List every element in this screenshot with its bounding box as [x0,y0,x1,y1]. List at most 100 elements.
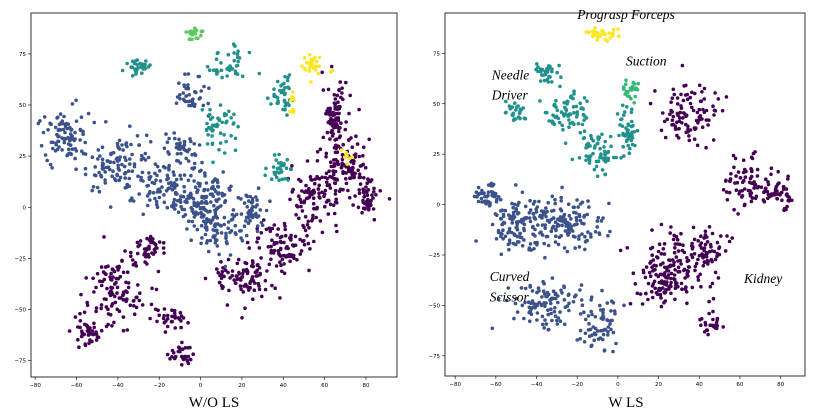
scatter-point [98,154,102,158]
scatter-point [499,217,504,221]
scatter-point [129,65,134,70]
scatter-point [625,94,630,98]
scatter-point [186,321,190,325]
scatter-point [520,221,525,225]
scatter-point [606,158,610,162]
scatter-point [199,215,204,219]
scatter-point [595,174,600,178]
scatter-point [592,167,597,172]
scatter-point [699,234,703,238]
scatter-point [597,232,602,237]
scatter-point [218,280,222,285]
scatter-point [586,230,590,234]
scatter-point [160,185,164,189]
scatter-point [273,172,277,177]
scatter-point [546,308,550,313]
scatter-point [307,69,312,73]
scatter-point [178,173,182,178]
scatter-point [387,197,392,201]
scatter-point [122,171,127,176]
scatter-point [140,62,145,66]
scatter-point [212,203,216,208]
scatter-point [308,247,312,251]
scatter-point [121,297,126,302]
scatter-point [309,80,313,84]
scatter-point [584,158,588,163]
scatter-point [580,232,584,236]
scatter-point [104,165,109,170]
scatter-point [203,276,208,281]
scatter-point [712,323,717,328]
scatter-point [474,190,479,194]
scatter-point [580,200,585,205]
scatter-point [234,71,238,75]
scatter-point [528,219,533,224]
scatter-point [79,128,83,133]
scatter-point [182,83,186,87]
scatter-point [173,192,178,196]
scatter-point [244,219,248,223]
scatter-point [538,99,542,103]
scatter-point [569,217,573,221]
scatter-point [572,89,576,93]
scatter-point [666,269,671,273]
scatter-point [254,214,258,219]
scatter-point [543,318,547,322]
scatter-point [295,258,299,262]
scatter-point [606,149,611,154]
scatter-point [372,217,377,222]
scatter-point [628,146,632,151]
scatter-point [129,142,133,147]
scatter-point [335,93,340,98]
scatter-point [135,58,140,62]
scatter-point [243,282,248,287]
scatter-point [94,285,98,290]
scatter-point [118,155,122,159]
scatter-point [328,202,333,207]
scatter-point [95,271,100,276]
left-axes-frame [30,12,398,378]
scatter-point [230,217,235,222]
scatter-point [67,329,72,333]
scatter-point [621,85,626,89]
scatter-point [685,274,689,279]
scatter-point [172,185,177,189]
scatter-point [48,162,53,167]
scatter-point [221,285,225,289]
scatter-point [503,111,508,115]
scatter-point [125,182,129,187]
scatter-point [220,120,224,125]
scatter-point [663,271,667,275]
scatter-point [513,101,517,105]
scatter-point [192,161,197,166]
scatter-point [255,203,259,207]
scatter-point [684,122,688,127]
scatter-point [189,192,193,197]
scatter-point [110,324,114,328]
scatter-point [134,305,139,310]
scatter-point [239,287,243,292]
scatter-point [371,196,375,200]
scatter-point [643,275,648,280]
scatter-point [673,297,677,302]
scatter-point [179,177,183,181]
scatter-point [567,301,571,306]
scatter-point [243,261,247,265]
scatter-point [274,158,279,162]
scatter-point [780,190,784,195]
scatter-point [648,274,653,279]
scatter-point [545,77,550,82]
scatter-point [268,229,273,233]
scatter-point [303,66,307,71]
scatter-point [341,171,345,175]
scatter-point [786,177,790,181]
scatter-point [201,205,206,210]
scatter-point [217,191,221,196]
scatter-point [287,73,292,77]
scatter-point [585,145,590,149]
scatter-point [104,120,108,124]
scatter-point [283,74,287,79]
scatter-point [280,177,285,182]
scatter-point [78,325,82,330]
scatter-point [769,166,774,170]
